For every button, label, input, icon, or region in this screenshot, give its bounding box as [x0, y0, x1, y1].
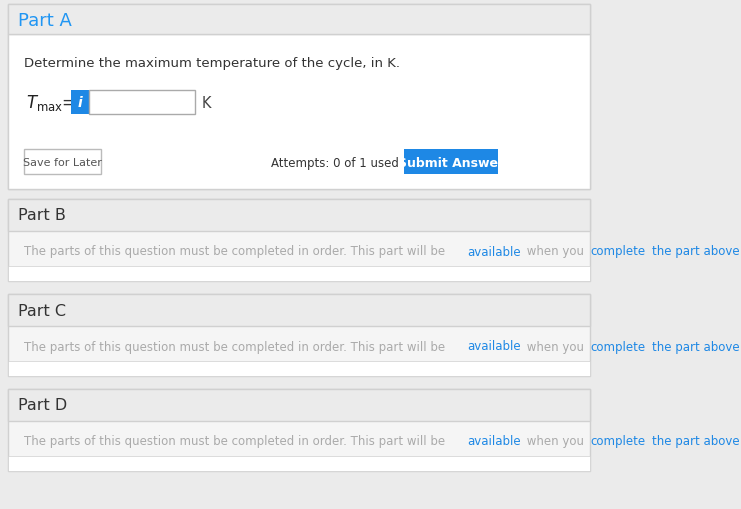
Text: available: available — [467, 245, 521, 258]
Text: The parts of this question must be completed in order. This part will be: The parts of this question must be compl… — [24, 435, 449, 447]
FancyBboxPatch shape — [8, 361, 591, 376]
FancyBboxPatch shape — [8, 294, 591, 326]
FancyBboxPatch shape — [8, 389, 591, 471]
Text: when you: when you — [523, 245, 588, 258]
Text: Part A: Part A — [18, 12, 72, 30]
FancyBboxPatch shape — [8, 5, 591, 190]
FancyBboxPatch shape — [24, 150, 101, 175]
Text: $T_{\mathrm{max}}$: $T_{\mathrm{max}}$ — [26, 93, 63, 113]
Text: when you: when you — [523, 435, 588, 447]
Text: Part D: Part D — [18, 398, 67, 413]
Text: K: K — [202, 95, 211, 110]
FancyBboxPatch shape — [8, 389, 591, 421]
Text: i: i — [78, 96, 82, 110]
Text: when you: when you — [523, 340, 588, 353]
FancyBboxPatch shape — [8, 267, 591, 281]
Text: complete: complete — [591, 245, 645, 258]
FancyBboxPatch shape — [8, 200, 591, 281]
Text: the part above: the part above — [652, 245, 740, 258]
FancyBboxPatch shape — [8, 35, 591, 190]
Text: Save for Later: Save for Later — [23, 158, 102, 167]
FancyBboxPatch shape — [8, 200, 591, 232]
Text: Part B: Part B — [18, 208, 66, 223]
FancyBboxPatch shape — [71, 91, 89, 115]
FancyBboxPatch shape — [8, 294, 591, 376]
Text: The parts of this question must be completed in order. This part will be: The parts of this question must be compl… — [24, 340, 449, 353]
Text: available: available — [467, 435, 521, 447]
Text: available: available — [467, 340, 521, 353]
FancyBboxPatch shape — [89, 91, 196, 115]
Text: =: = — [62, 94, 76, 112]
Text: Submit Answer: Submit Answer — [398, 156, 504, 169]
FancyBboxPatch shape — [8, 5, 591, 35]
Text: Determine the maximum temperature of the cycle, in K.: Determine the maximum temperature of the… — [24, 56, 400, 69]
FancyBboxPatch shape — [8, 456, 591, 471]
Text: the part above: the part above — [652, 435, 740, 447]
Text: the part above: the part above — [652, 340, 740, 353]
Text: The parts of this question must be completed in order. This part will be: The parts of this question must be compl… — [24, 245, 449, 258]
FancyBboxPatch shape — [404, 150, 497, 175]
Text: Part C: Part C — [18, 303, 66, 318]
Text: complete: complete — [591, 435, 645, 447]
Text: Attempts: 0 of 1 used: Attempts: 0 of 1 used — [271, 156, 399, 169]
Text: complete: complete — [591, 340, 645, 353]
